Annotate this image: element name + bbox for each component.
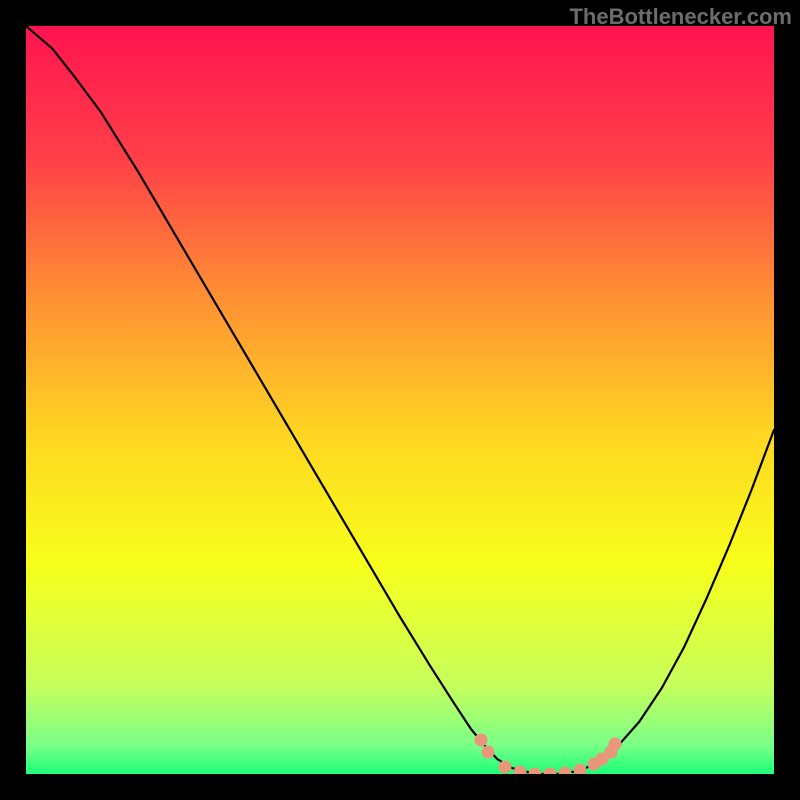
valley-marker [482,745,495,758]
valley-marker [558,766,571,774]
watermark-text: TheBottlenecker.com [569,4,792,30]
valley-marker [609,738,622,751]
plot-border-bottom [0,774,800,800]
valley-marker [528,768,541,775]
valley-marker [543,768,556,775]
plot-area [26,26,774,774]
valley-marker [498,761,511,774]
valley-marker [513,765,526,774]
plot-border-right [774,0,800,800]
valley-marker [573,764,586,774]
plot-border-left [0,0,26,800]
bottleneck-curve [26,26,774,774]
valley-marker [474,733,487,746]
